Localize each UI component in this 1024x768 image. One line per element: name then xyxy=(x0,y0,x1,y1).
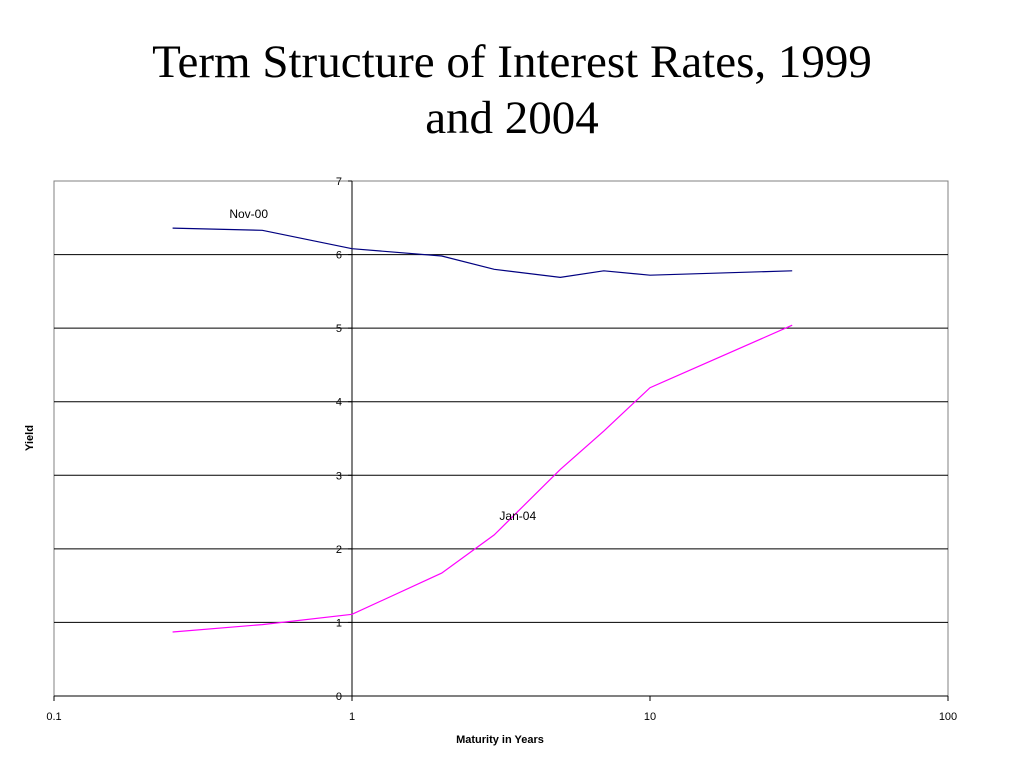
y-tick-label: 4 xyxy=(336,397,342,409)
x-tick-labels: 0.1 1 10 100 xyxy=(46,696,957,723)
y-tick-labels: 0 1 2 3 4 5 6 7 xyxy=(336,176,352,703)
x-tick-label: 1 xyxy=(349,711,355,723)
x-axis-label: Maturity in Years xyxy=(456,734,544,746)
y-tick-label: 1 xyxy=(336,617,342,629)
plot-frame xyxy=(53,180,949,697)
slide-title-line2: and 2004 xyxy=(425,92,599,144)
slide-title-line1: Term Structure of Interest Rates, 1999 xyxy=(152,36,872,88)
series-lines: Nov-00 Jan-04 xyxy=(172,207,793,633)
y-tick-label: 0 xyxy=(336,691,342,703)
y-tick-label: 2 xyxy=(336,544,342,556)
y-tick-label: 6 xyxy=(336,250,342,262)
series-line-jan-04 xyxy=(172,324,793,633)
x-tick-label: 0.1 xyxy=(46,711,61,723)
y-tick-label: 3 xyxy=(336,470,342,482)
y-axis-label: Yield xyxy=(24,425,36,451)
y-tick-label: 7 xyxy=(336,176,342,188)
series-label-nov-00: Nov-00 xyxy=(229,207,268,221)
series-label-jan-04: Jan-04 xyxy=(499,509,536,523)
gridlines xyxy=(54,254,948,623)
slide-title: Term Structure of Interest Rates, 1999 a… xyxy=(0,34,1024,146)
series-line-nov-00 xyxy=(172,227,793,279)
y-tick-label: 5 xyxy=(336,323,342,335)
x-tick-label: 100 xyxy=(939,711,957,723)
x-tick-label: 10 xyxy=(644,711,656,723)
